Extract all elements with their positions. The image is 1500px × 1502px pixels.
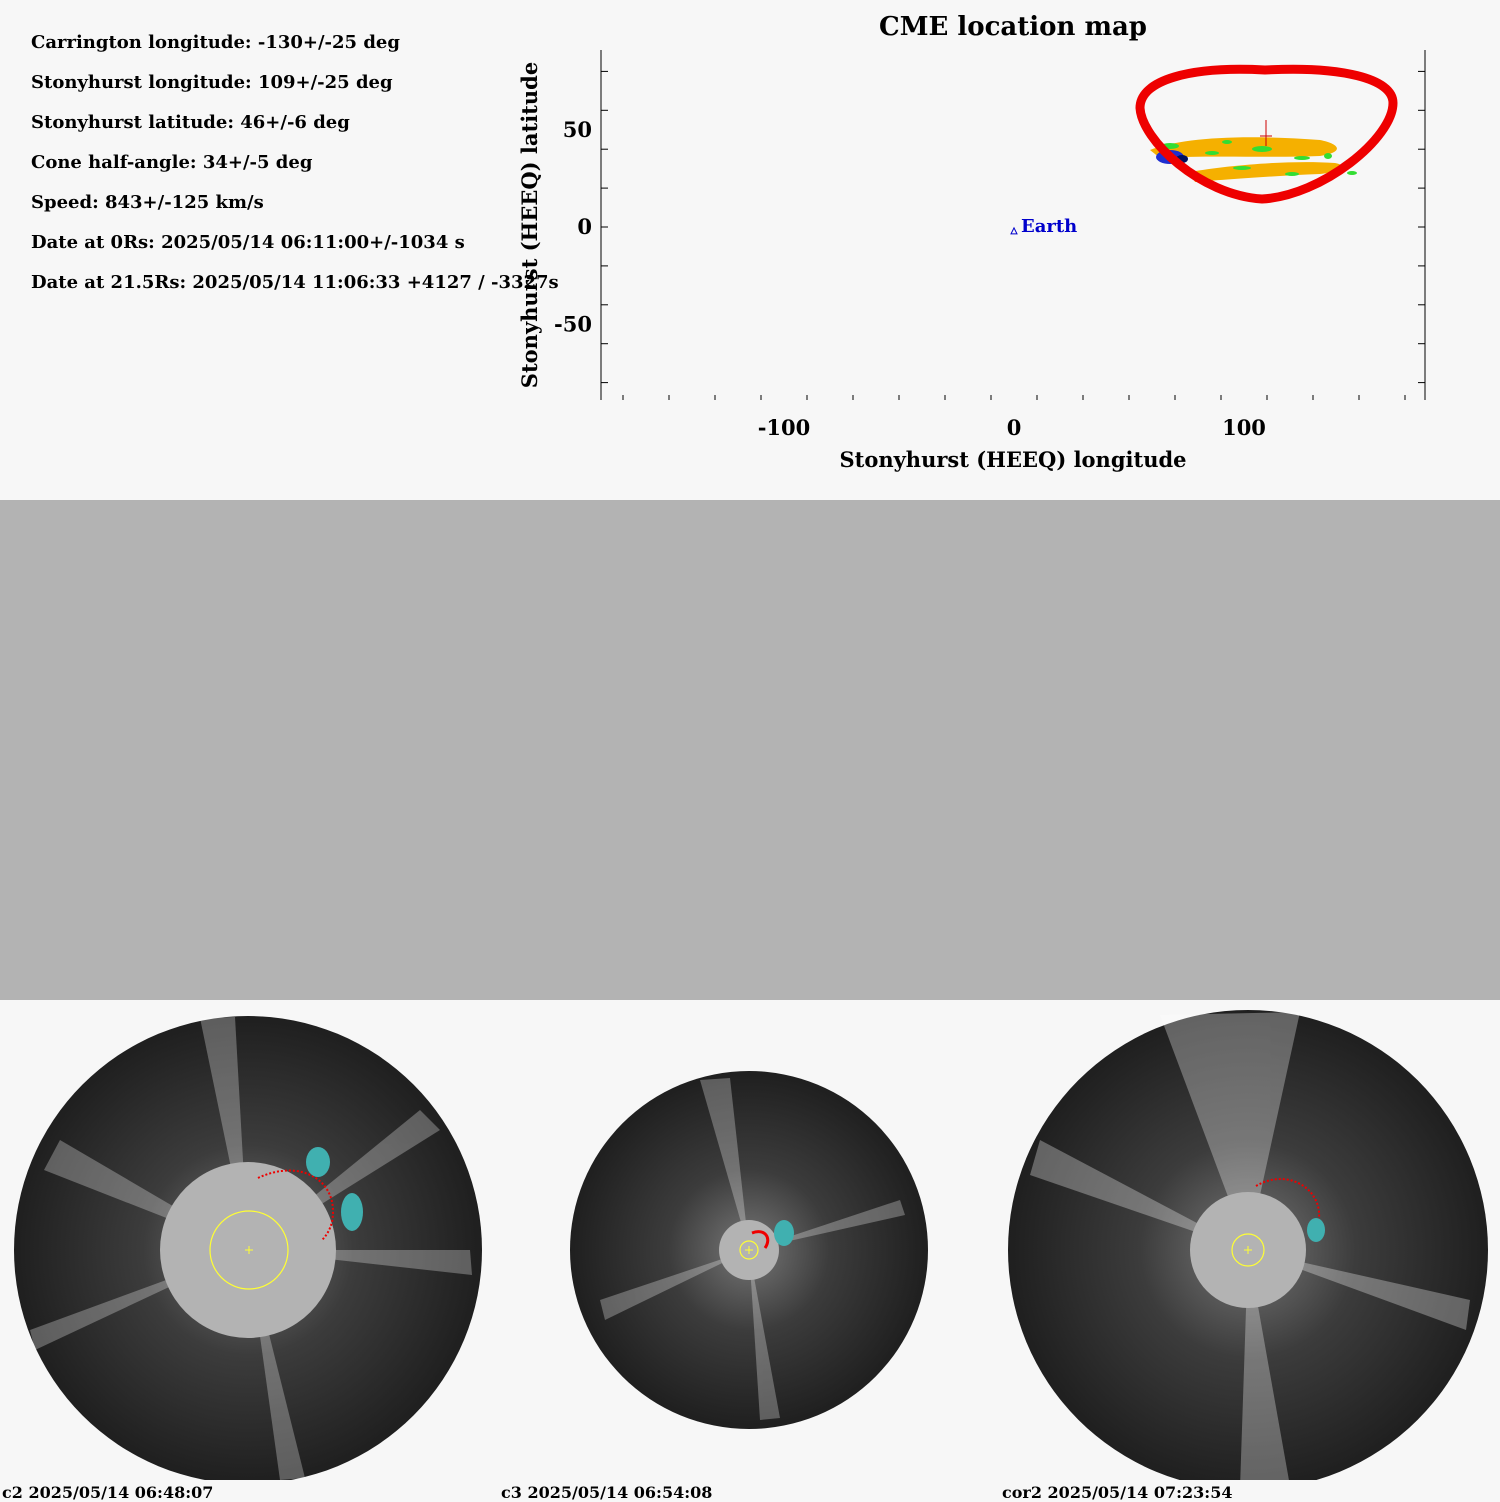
info-carrington-longitude: Carrington longitude: -130+/-25 deg	[31, 32, 400, 53]
coronagraph-panels: c2 2025/05/14 06:48:07 c3 2025/05/14 06:…	[0, 500, 1500, 1502]
earth-marker	[1010, 226, 1018, 235]
y-tick-label: -50	[554, 311, 592, 336]
c2-caption: c2 2025/05/14 06:48:07	[2, 1483, 214, 1502]
cme-band-upper	[1150, 137, 1337, 158]
c2-panel	[14, 1016, 482, 1480]
c3-caption: c3 2025/05/14 06:54:08	[501, 1483, 713, 1502]
x-tick-label: 0	[1007, 415, 1022, 440]
info-stonyhurst-latitude: Stonyhurst latitude: 46+/-6 deg	[31, 112, 350, 133]
info-speed: Speed: 843+/-125 km/s	[31, 192, 264, 213]
earth-label: Earth	[1021, 216, 1077, 237]
info-date-0rs: Date at 0Rs: 2025/05/14 06:11:00+/-1034 …	[31, 232, 465, 253]
chart-title: CME location map	[879, 12, 1147, 42]
cme-center-marker	[1260, 120, 1272, 146]
y-tick-label: 50	[563, 117, 592, 142]
cor2-panel	[1008, 1010, 1488, 1480]
y-axis-label: Stonyhurst (HEEQ) latitude	[517, 62, 542, 388]
cor2-caption: cor2 2025/05/14 07:23:54	[1002, 1483, 1233, 1502]
cme-band-lower	[1190, 162, 1343, 182]
coronagraph-images	[14, 1010, 1488, 1480]
map-section: Carrington longitude: -130+/-25 deg Ston…	[0, 0, 1500, 500]
axis-ticks	[601, 70, 1425, 400]
map-points: Earth	[1010, 216, 1077, 237]
info-date-21-5rs: Date at 21.5Rs: 2025/05/14 11:06:33 +412…	[31, 272, 559, 293]
x-axis-label: Stonyhurst (HEEQ) longitude	[839, 447, 1186, 472]
c3-panel	[570, 1071, 928, 1429]
x-tick-label: 100	[1222, 415, 1266, 440]
cme-location-map: CME location map -100 0 100 50 0 -50 Stonyhur…	[517, 12, 1426, 472]
tick-labels: -100 0 100 50 0 -50	[554, 117, 1266, 440]
y-tick-label: 0	[577, 214, 592, 239]
info-stonyhurst-longitude: Stonyhurst longitude: 109+/-25 deg	[31, 72, 393, 93]
info-cone-half-angle: Cone half-angle: 34+/-5 deg	[31, 152, 313, 173]
x-tick-label: -100	[758, 415, 811, 440]
cme-projection	[1135, 64, 1398, 204]
cme-cone-outline	[1135, 64, 1398, 204]
